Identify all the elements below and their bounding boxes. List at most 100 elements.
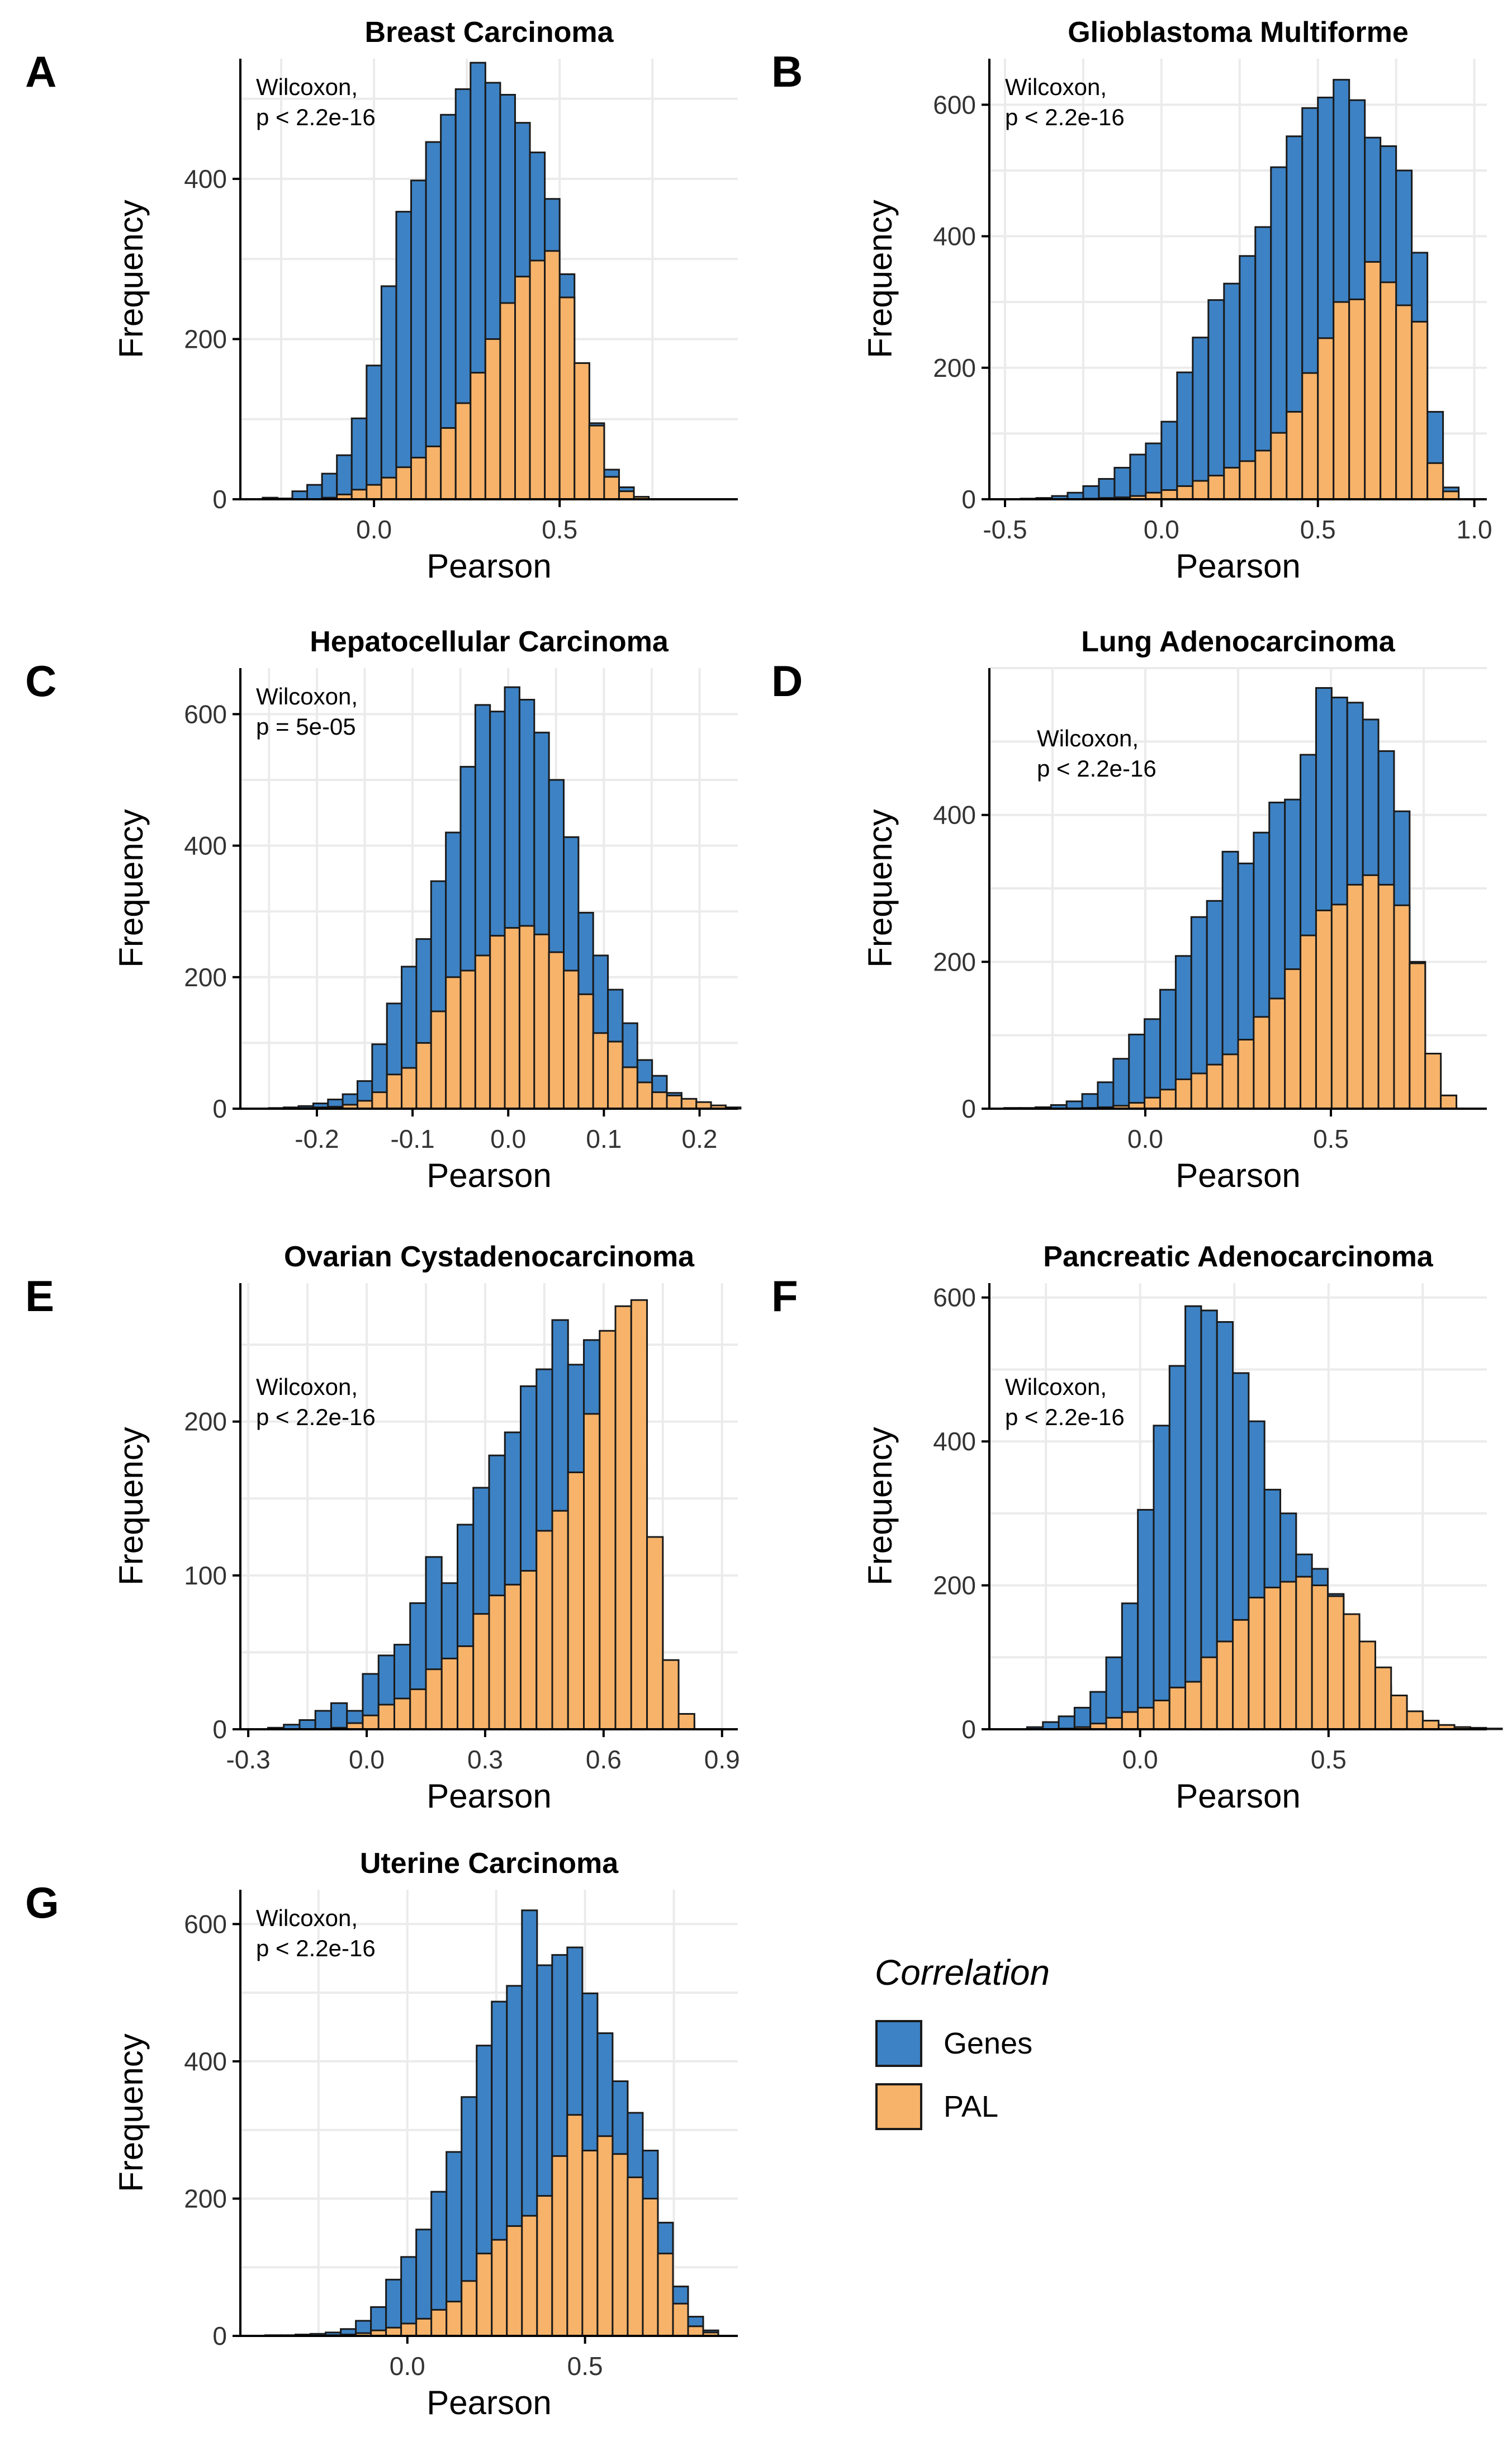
bar-pal [430, 1010, 447, 1110]
bar-pal [488, 1595, 506, 1730]
bar-pal [491, 2239, 508, 2337]
bar-genes [298, 1719, 316, 1730]
bar-pal [1300, 934, 1317, 1110]
x-axis-title: Pearson [1176, 1777, 1300, 1815]
x-tick-label: 0.1 [586, 1124, 622, 1153]
series-pal [1081, 874, 1458, 1110]
stat-annotation: Wilcoxon, [1005, 74, 1107, 100]
bar-pal [680, 1097, 698, 1110]
y-axis-title: Frequency [861, 200, 899, 358]
panel-letter: E [25, 1271, 54, 1321]
x-tick-label: 0.0 [1122, 1745, 1158, 1774]
x-tick-label: 0.0 [390, 2352, 425, 2381]
y-axis-title: Frequency [861, 1427, 899, 1585]
y-tick-label: 0 [961, 1094, 976, 1123]
bar-pal [521, 2215, 538, 2337]
bar-pal [386, 1073, 403, 1110]
panel-letter: A [25, 47, 56, 96]
bar-pal [1374, 1666, 1392, 1730]
y-axis-title: Frequency [112, 1427, 150, 1585]
bar-genes [366, 365, 382, 500]
bar-genes [1137, 1508, 1155, 1730]
bar-pal [1364, 261, 1382, 500]
y-tick-label: 200 [184, 963, 227, 992]
bar-pal [459, 969, 476, 1110]
bar-pal [529, 259, 546, 500]
chart-title: Hepatocellular Carcinoma [310, 626, 669, 658]
bar-genes [1168, 1365, 1187, 1730]
bar-genes [330, 1702, 348, 1730]
bar-genes [1098, 478, 1116, 500]
bar-pal [1192, 480, 1210, 500]
bar-pal [440, 427, 457, 500]
bar-pal [1311, 1584, 1329, 1730]
y-tick-label: 0 [212, 1094, 227, 1123]
stat-annotation: Wilcoxon, [256, 683, 358, 709]
bar-pal [518, 925, 535, 1110]
bar-pal [1426, 462, 1444, 500]
panel-letter: D [771, 656, 803, 706]
legend-label-genes: Genes [944, 2027, 1032, 2060]
bar-pal [544, 250, 561, 500]
bar-genes [1058, 1715, 1075, 1730]
y-tick-label: 600 [184, 699, 227, 728]
y-axis-title: Frequency [861, 809, 899, 967]
bar-pal [1406, 1710, 1424, 1730]
y-axis-title: Frequency [112, 809, 150, 967]
y-tick-label: 400 [933, 222, 976, 251]
y-tick-label: 600 [933, 1283, 976, 1312]
x-tick-label: 0.5 [1311, 1745, 1347, 1774]
bar-pal [1395, 304, 1413, 500]
bar-pal [588, 424, 605, 500]
bar-pal [1268, 997, 1286, 1110]
x-axis-title: Pearson [1176, 547, 1300, 585]
bar-pal [514, 276, 531, 500]
bar-pal [677, 1713, 695, 1730]
bar-genes [1112, 1058, 1130, 1110]
y-tick-label: 0 [212, 2321, 227, 2350]
bar-pal [1286, 411, 1304, 500]
bar-pal [504, 1583, 522, 1730]
bar-genes [380, 285, 397, 500]
panel-b: -0.5 0.0 0.5 1.0 0 200 400 600 Pearson Frequency G… [771, 16, 1492, 585]
x-tick-label: 0.5 [542, 515, 577, 544]
x-tick-label: -0.3 [226, 1745, 270, 1774]
bar-pal [425, 445, 442, 500]
bar-pal [607, 1040, 624, 1110]
y-tick-label: 0 [961, 1715, 976, 1744]
panel-letter: F [771, 1271, 798, 1321]
bar-genes [1129, 453, 1147, 500]
bar-pal [1390, 1695, 1408, 1730]
y-tick-label: 0 [212, 1715, 227, 1744]
bar-pal [393, 1697, 411, 1730]
bar-pal [371, 1091, 388, 1110]
legend: Correlation Genes PAL [875, 1952, 1050, 2130]
bar-genes [1153, 1425, 1170, 1730]
bar-pal [566, 2114, 584, 2337]
bar-pal [409, 1688, 427, 1730]
x-tick-label: 0.0 [490, 1124, 526, 1153]
bar-pal [1168, 1686, 1187, 1730]
bar-pal [1317, 337, 1335, 500]
chart-title: Breast Carcinoma [364, 16, 614, 49]
bar-pal [445, 2301, 463, 2337]
bar-pal [470, 372, 486, 500]
bar-pal [1254, 450, 1272, 500]
y-tick-label: 0 [961, 485, 976, 514]
bar-pal [1190, 1072, 1208, 1110]
y-tick-label: 200 [184, 1407, 227, 1436]
bar-pal [1232, 1619, 1250, 1730]
bar-pal [395, 466, 413, 500]
bar-pal [614, 1305, 632, 1730]
bar-pal [536, 2195, 553, 2337]
chart-title: Pancreatic Adenocarcinoma [1043, 1241, 1434, 1273]
bar-pal [1153, 1700, 1170, 1730]
bar-pal [666, 1094, 682, 1110]
bar-pal [1176, 485, 1194, 500]
bar-pal [1263, 1586, 1282, 1730]
bar-genes [1176, 371, 1194, 500]
bar-pal [520, 1570, 538, 1730]
bar-pal [687, 2325, 704, 2337]
bar-pal [362, 1714, 380, 1730]
bar-pal [1248, 1596, 1265, 1730]
